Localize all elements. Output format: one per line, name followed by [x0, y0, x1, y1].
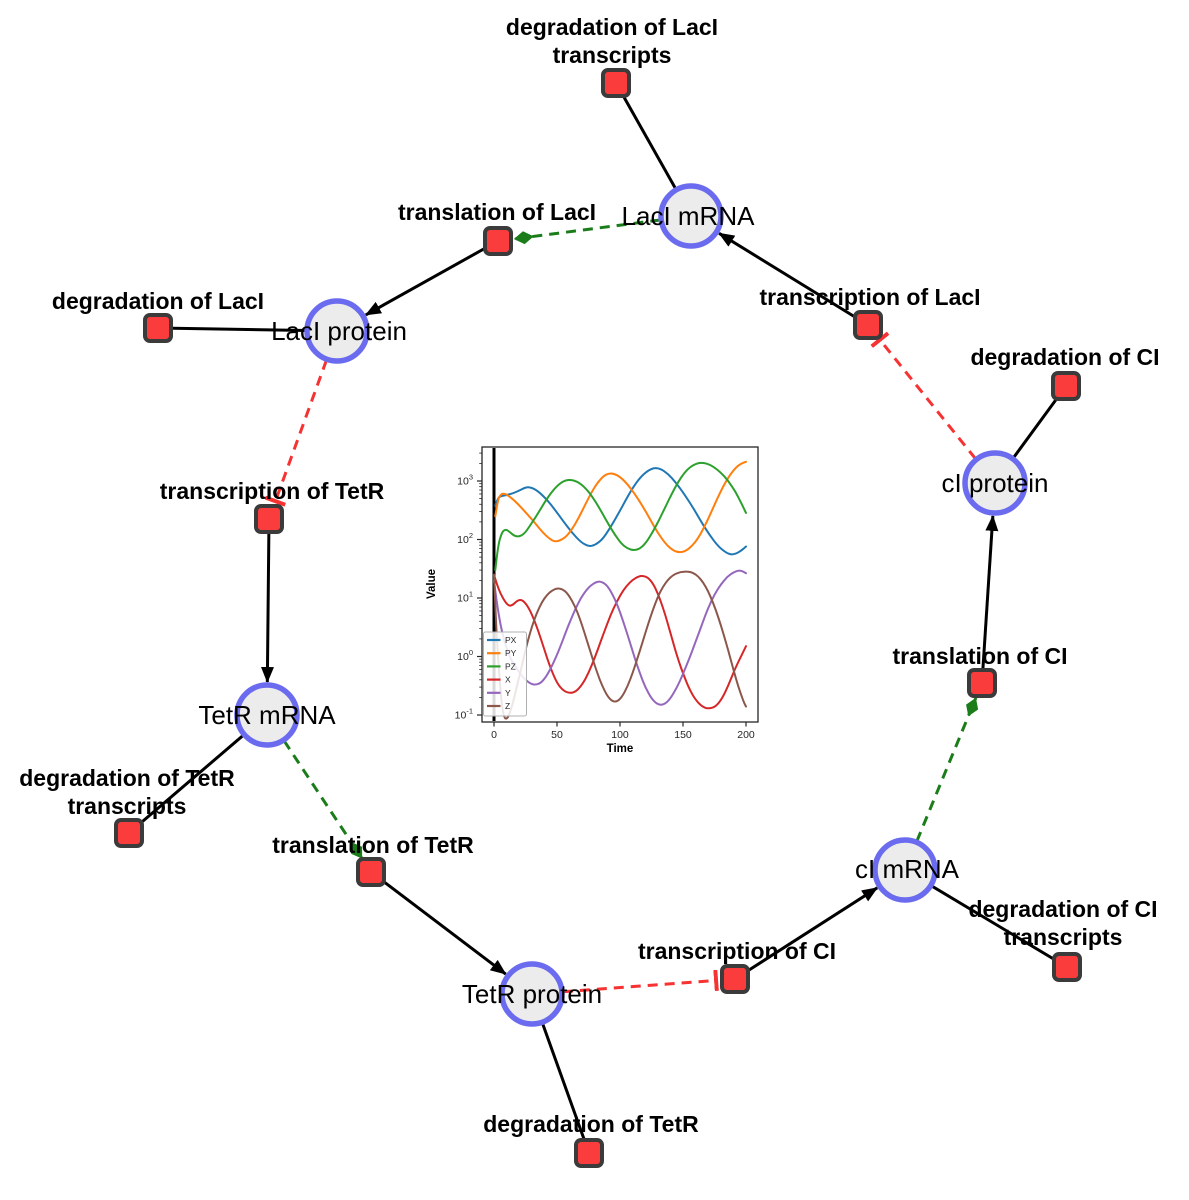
species-label-laci-protein: LacI protein [271, 316, 407, 346]
plot-background [482, 447, 758, 722]
plot-x-tick-label: 150 [674, 729, 692, 741]
reaction-node-translation-ci[interactable] [967, 668, 997, 698]
nodes-layer [114, 68, 1082, 1168]
legend-label-Y: Y [505, 688, 511, 698]
time-series-plot: 0 50 100 150 200 10-1 100 101 102 103 PX PY PZ XYZ Ti… [426, 446, 759, 755]
reaction-node-transcription-ci[interactable] [720, 964, 750, 994]
species-label-ci-mrna: cI mRNA [855, 854, 960, 884]
legend-label-PZ: PZ [505, 661, 516, 671]
reaction-node-deg-laci[interactable] [143, 313, 173, 343]
plot-series-PY [494, 460, 747, 554]
plot-x-tick-label: 0 [491, 729, 497, 741]
edge-inhibitor-laci-protein-to-transcription-tetr [264, 359, 328, 507]
reaction-label-deg-tetr: degradation of TetR [483, 1111, 699, 1137]
edge-product-transcription-laci-to-laci-mrna [718, 232, 869, 327]
labels-layer: LacI mRNA LacI protein cI protein TetR mRNA… [19, 14, 1159, 1137]
edge-inhibitor-ci-protein-to-transcription-laci [870, 331, 977, 460]
reaction-node-deg-ci[interactable] [1051, 371, 1081, 401]
plot-x-axis-label: Time [607, 743, 634, 755]
plot-y-tick-label: 100 [457, 648, 473, 663]
plot-y-tick-label: 102 [457, 531, 473, 546]
reaction-label-translation-tetr: translation of TetR [272, 832, 474, 858]
reaction-label-transcription-laci: transcription of LacI [759, 284, 980, 310]
edge-product-transcription-tetr-to-tetr-mrna [260, 518, 274, 684]
reaction-node-transcription-laci[interactable] [853, 310, 883, 340]
reaction-label-translation-laci: translation of LacI [398, 199, 596, 225]
species-node-ci-protein[interactable] [962, 450, 1028, 516]
edge-product-transcription-ci-to-ci-mrna [734, 886, 879, 981]
reaction-label-transcription-ci: transcription of CI [638, 938, 836, 964]
legend-label-PY: PY [505, 648, 517, 658]
reaction-label-deg-laci-transcripts-line2: transcripts [553, 42, 672, 68]
edge-modifier-ci-mrna-to-translation-ci [915, 697, 979, 842]
reaction-node-deg-ci-transcripts[interactable] [1052, 952, 1082, 982]
reaction-node-deg-tetr[interactable] [574, 1138, 604, 1168]
reaction-label-deg-tetr-transcripts-line2: transcripts [68, 793, 187, 819]
reaction-label-deg-laci-transcripts-line1: degradation of LacI [506, 14, 718, 40]
plot-y-tick-label: 103 [457, 473, 473, 488]
plot-y-axis-label: Value [426, 569, 438, 599]
plot-series-PX [494, 467, 747, 556]
plot-series-X [493, 573, 747, 710]
edge-product-translation-tetr-to-tetr-protein [370, 870, 507, 976]
legend-label-X: X [505, 675, 511, 685]
reaction-node-translation-tetr[interactable] [356, 857, 386, 887]
reaction-label-deg-ci-transcripts-line2: transcripts [1004, 924, 1123, 950]
plot-y-tick-label: 10-1 [455, 707, 473, 722]
reaction-label-deg-tetr-transcripts-line1: degradation of TetR [19, 765, 235, 791]
reaction-label-deg-laci: degradation of LacI [52, 288, 264, 314]
plot-x-tick-label: 200 [737, 729, 755, 741]
reaction-node-translation-laci[interactable] [483, 226, 513, 256]
species-label-ci-protein: cI protein [942, 468, 1049, 498]
species-label-tetr-mrna: TetR mRNA [198, 700, 336, 730]
species-label-tetr-protein: TetR protein [462, 979, 602, 1009]
species-node-laci-mrna[interactable] [658, 183, 724, 249]
legend-label-Z: Z [505, 701, 510, 711]
species-node-tetr-protein[interactable] [499, 961, 565, 1027]
plot-series-PZ [494, 461, 747, 572]
reaction-label-deg-ci-transcripts-line1: degradation of CI [968, 896, 1157, 922]
edge-inhibitor-tetr-protein-to-transcription-ci [562, 969, 719, 994]
reaction-label-translation-ci: translation of CI [892, 643, 1067, 669]
plot-x-tick-label: 50 [551, 729, 563, 741]
reaction-node-deg-laci-transcripts[interactable] [601, 68, 631, 98]
reaction-node-transcription-tetr[interactable] [254, 504, 284, 534]
edge-product-translation-laci-to-laci-protein [364, 239, 499, 317]
edge-product-translation-ci-to-ci-protein [980, 514, 999, 684]
reaction-node-deg-tetr-transcripts[interactable] [114, 818, 144, 848]
plot-x-tick-label: 100 [611, 729, 629, 741]
species-node-laci-protein[interactable] [304, 298, 370, 364]
edge-modifier-laci-mrna-to-translation-laci [513, 218, 661, 245]
reaction-label-transcription-tetr: transcription of TetR [160, 478, 385, 504]
species-label-laci-mrna: LacI mRNA [622, 201, 756, 231]
reaction-label-deg-ci: degradation of CI [970, 344, 1159, 370]
plot-y-tick-label: 101 [457, 590, 473, 605]
legend-label-PX: PX [505, 635, 517, 645]
species-node-ci-mrna[interactable] [872, 837, 938, 903]
edge-modifier-tetr-mrna-to-translation-tetr [282, 740, 364, 860]
plot-series-Y [493, 569, 747, 706]
species-node-tetr-mrna[interactable] [234, 682, 300, 748]
